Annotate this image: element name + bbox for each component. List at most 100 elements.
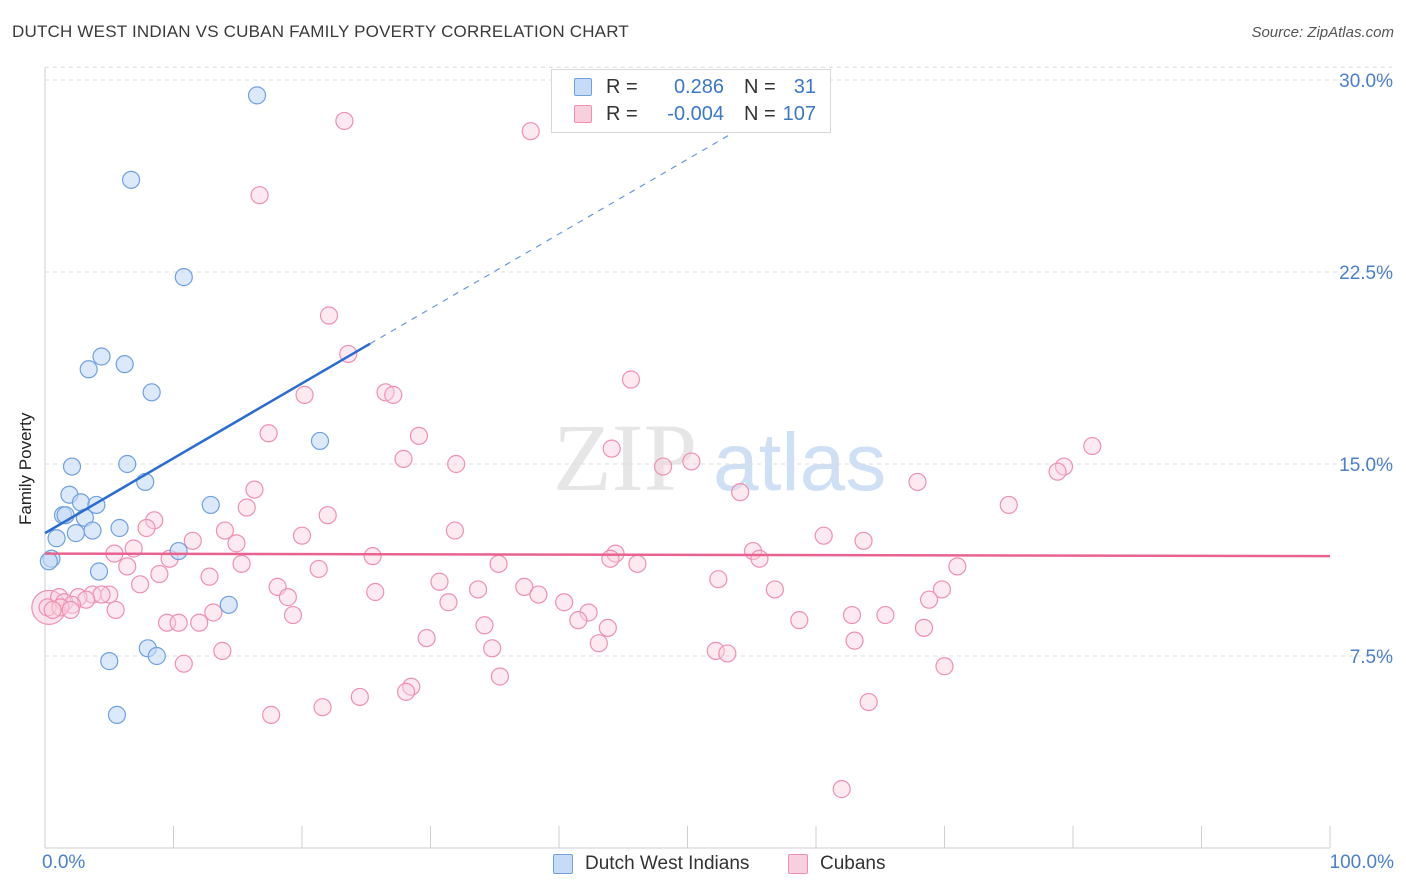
cubans-point	[790, 611, 809, 630]
dutch-west-indians-point	[39, 552, 58, 571]
cubans-point	[1083, 436, 1102, 456]
cubans-trend-line	[44, 552, 1331, 558]
cubans-point	[621, 370, 641, 389]
cubans-point	[309, 559, 328, 579]
cubans-point	[601, 549, 620, 568]
cubans-point	[602, 439, 621, 458]
cubans-point	[948, 557, 967, 576]
dutch-west-indians-point	[118, 454, 137, 474]
cubans-point	[445, 521, 465, 540]
bottom-legend-swatch-dutch	[553, 854, 573, 874]
dutch-west-indians-point	[121, 170, 141, 189]
cubans-point	[259, 424, 278, 443]
trend-lines	[44, 110, 1331, 558]
dutch-west-indians-point	[89, 562, 109, 581]
cubans-point	[706, 641, 725, 660]
watermark-zip: ZIP	[553, 404, 697, 511]
legend-row-dutch: R = 0.286 N = 31	[574, 74, 816, 100]
legend-row-cubans: R = -0.004 N = 107	[574, 101, 816, 127]
cubans-point	[130, 575, 150, 594]
cubans-point	[150, 564, 169, 584]
dutch-west-indians-point	[247, 86, 267, 105]
dutch-west-indians-point	[115, 355, 134, 374]
y-axis-label-wrap: Family Poverty	[16, 380, 36, 540]
dutch-west-indians-point	[66, 524, 85, 543]
cubans-point	[295, 385, 314, 404]
cubans-point	[292, 526, 312, 545]
cubans-point	[61, 600, 80, 620]
axes	[44, 68, 1331, 849]
y-tick-label: 22.5%	[1339, 263, 1393, 284]
cubans-point	[350, 687, 369, 707]
cubans-point	[628, 554, 647, 573]
dutch-west-indians-point	[174, 268, 193, 287]
cubans-point	[842, 605, 862, 625]
cubans-point	[215, 521, 234, 540]
cubans-point	[118, 557, 137, 576]
cubans-point	[468, 580, 488, 599]
legend-swatch-dutch	[574, 78, 592, 96]
cubans-point	[555, 593, 574, 612]
x-tick-label-min: 0.0%	[42, 852, 86, 873]
y-axis-label: Family Poverty	[16, 412, 35, 525]
dutch-west-indians-trend-line	[44, 342, 371, 535]
x-tick-label-max: 100.0%	[1329, 852, 1394, 873]
cubans-point	[718, 644, 737, 663]
watermark-atlas: atlas	[713, 417, 886, 508]
cubans-point	[402, 677, 421, 696]
cubans-point	[832, 780, 851, 799]
cubans-point	[914, 618, 934, 637]
cubans-point	[859, 692, 878, 712]
dutch-west-indians-point	[100, 652, 119, 671]
stats-legend: R = 0.286 N = 31 R = -0.004 N = 107	[551, 69, 831, 133]
cubans-point	[430, 572, 449, 591]
dutch-west-indians-points	[39, 86, 330, 724]
cubans-point	[935, 657, 954, 676]
cubans-point	[43, 600, 62, 620]
y-tick-label: 7.5%	[1350, 647, 1393, 668]
legend-n-label: N =	[744, 75, 776, 98]
cubans-point	[521, 122, 540, 141]
cubans-point	[845, 631, 864, 650]
cubans-point	[313, 698, 332, 717]
cubans-point	[262, 705, 281, 724]
cubans-point	[569, 611, 588, 630]
cubans-point	[92, 585, 111, 604]
cubans-point	[598, 618, 617, 637]
dutch-west-indians-point	[92, 347, 111, 366]
bottom-legend-swatch-cubans	[788, 854, 808, 874]
bottom-legend-dutch: Dutch West Indians	[553, 851, 749, 877]
cubans-point	[227, 534, 246, 553]
cubans-point	[529, 585, 548, 604]
cubans-point	[366, 582, 385, 602]
dutch-west-indians-point	[147, 646, 166, 666]
dutch-west-indians-point	[201, 495, 220, 515]
cubans-point	[483, 639, 502, 658]
dutch-west-indians-point	[47, 529, 66, 548]
cubans-point	[731, 483, 750, 502]
cubans-point	[174, 654, 193, 673]
cubans-point	[213, 641, 232, 660]
cubans-point	[765, 580, 784, 599]
cubans-point	[394, 449, 413, 468]
cubans-point	[932, 580, 952, 599]
cubans-point	[579, 603, 598, 622]
legend-swatch-cubans	[574, 105, 592, 123]
cubans-point	[682, 452, 701, 471]
cubans-point	[814, 526, 833, 545]
cubans-point	[250, 186, 269, 205]
cubans-point	[999, 495, 1018, 515]
legend-n-value: 107	[782, 102, 816, 125]
cubans-point	[77, 590, 96, 609]
cubans-point	[490, 667, 509, 686]
cubans-point	[237, 498, 256, 517]
cubans-point	[854, 531, 873, 550]
cubans-point	[409, 426, 429, 445]
bottom-legend-label-dutch: Dutch West Indians	[585, 853, 750, 874]
cubans-point	[396, 682, 416, 701]
dutch-west-indians-point	[142, 383, 161, 402]
cubans-point	[106, 600, 125, 620]
cubans-point	[278, 588, 297, 607]
cubans-point	[204, 603, 223, 622]
